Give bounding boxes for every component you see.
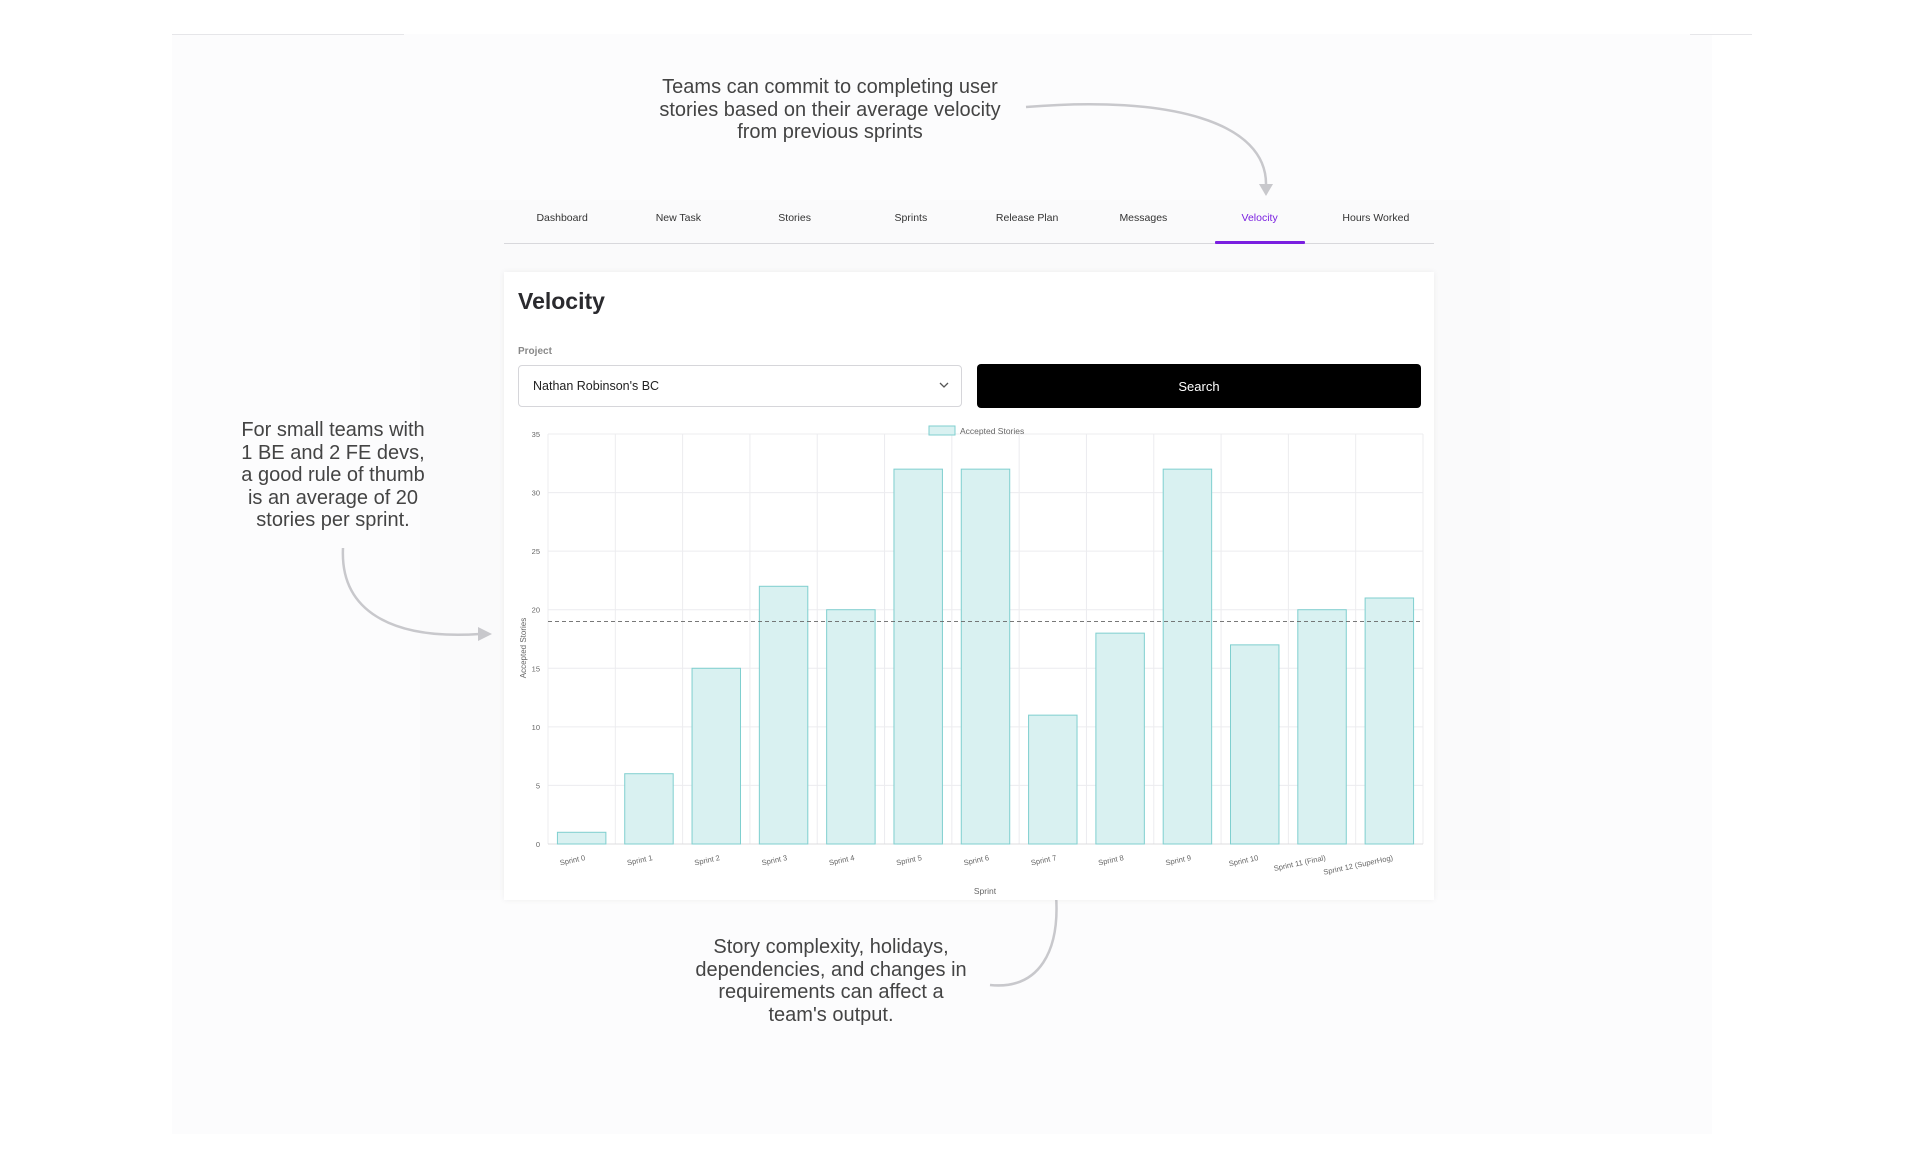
chart-bars xyxy=(556,468,1415,845)
bar xyxy=(556,831,607,845)
bar xyxy=(1230,644,1280,845)
annotation-line: Story complexity, holidays, xyxy=(713,936,949,958)
tab-label: Dashboard xyxy=(536,212,588,224)
tab-label: New Task xyxy=(655,212,702,224)
annotation-left: For small teams with 1 BE and 2 FE devs,… xyxy=(220,419,446,532)
top-divider-left xyxy=(172,34,404,35)
annotation-line: requirements can affect a xyxy=(718,981,944,1003)
tab-label: Messages xyxy=(1119,212,1168,224)
x-tick-label: Sprint 12 (SuperHog) xyxy=(1323,853,1395,877)
tab-messages[interactable]: Messages xyxy=(1085,200,1201,243)
bar xyxy=(758,585,809,845)
tab-sprints[interactable]: Sprints xyxy=(853,200,969,243)
x-tick-label: Sprint 5 xyxy=(895,853,922,867)
annotation-line: from previous sprints xyxy=(737,121,923,143)
annotation-line: Teams can commit to completing user xyxy=(662,76,998,98)
x-tick-label: Sprint 6 xyxy=(963,853,990,867)
annotation-line: is an average of 20 xyxy=(247,486,419,509)
bar xyxy=(826,609,876,845)
bar xyxy=(624,773,674,845)
bar xyxy=(1162,468,1213,845)
tab-label: Velocity xyxy=(1241,212,1278,224)
annotation-line: a good rule of thumb xyxy=(241,464,425,486)
tab-new-task[interactable]: New Task xyxy=(620,200,736,243)
x-tick-label: Sprint 8 xyxy=(1097,853,1124,867)
y-tick-label: 25 xyxy=(532,547,540,556)
app-window: Dashboard New Task Stories Sprints Relea… xyxy=(504,200,1434,900)
page-title: Velocity xyxy=(518,288,605,314)
tab-hours-worked[interactable]: Hours Worked xyxy=(1318,200,1434,243)
y-tick-label: 35 xyxy=(532,430,540,439)
legend-label: Accepted Stories xyxy=(960,426,1024,436)
y-tick-label: 15 xyxy=(532,664,540,673)
project-label: Project xyxy=(518,346,552,357)
y-tick-label: 5 xyxy=(536,781,540,790)
tab-label: Stories xyxy=(778,212,811,224)
x-tick-label: Sprint 9 xyxy=(1165,853,1192,867)
x-tick-label: Sprint 4 xyxy=(828,853,855,867)
tab-release-plan[interactable]: Release Plan xyxy=(969,200,1085,243)
tab-label: Hours Worked xyxy=(1342,212,1410,224)
y-tick-label: 20 xyxy=(532,606,540,615)
bar xyxy=(1095,632,1145,845)
bar xyxy=(960,468,1011,845)
project-select[interactable]: Nathan Robinson's BC xyxy=(518,365,962,407)
chevron-down-icon xyxy=(939,382,949,388)
tab-velocity[interactable]: Velocity xyxy=(1202,200,1318,244)
tab-stories[interactable]: Stories xyxy=(737,200,853,243)
y-tick-label: 30 xyxy=(532,489,540,498)
annotation-line: stories based on their average velocity xyxy=(659,98,1001,121)
annotation-line: stories per sprint. xyxy=(256,509,410,531)
annotation-line: dependencies, and changes in xyxy=(695,958,967,981)
bar xyxy=(893,468,943,845)
x-tick-label: Sprint 11 (Final) xyxy=(1273,853,1327,873)
bar xyxy=(1028,714,1078,845)
x-tick-label: Sprint 2 xyxy=(694,853,721,867)
y-tick-label: 10 xyxy=(532,723,540,732)
velocity-card: Velocity Project Nathan Robinson's BC Se… xyxy=(504,272,1434,900)
legend-swatch xyxy=(928,425,956,436)
search-button[interactable]: Search xyxy=(977,364,1421,408)
annotation-line: team's output. xyxy=(768,1003,894,1026)
project-select-value: Nathan Robinson's BC xyxy=(533,379,660,393)
x-tick-label: Sprint 3 xyxy=(761,853,788,867)
x-axis-label: Sprint xyxy=(974,886,997,896)
nav-tabs: Dashboard New Task Stories Sprints Relea… xyxy=(504,200,1434,244)
tab-label: Release Plan xyxy=(995,212,1059,224)
chart-y-ticks: 0 5 10 15 20 25 30 35 xyxy=(532,430,540,849)
y-axis-label: Accepted Stories xyxy=(519,618,528,678)
bar xyxy=(1297,609,1347,845)
bar xyxy=(691,667,742,845)
annotation-line: 1 BE and 2 FE devs, xyxy=(241,441,425,464)
x-tick-label: Sprint 1 xyxy=(626,853,653,867)
x-tick-label: Sprint 10 xyxy=(1228,853,1259,868)
chart-x-ticks: Sprint 0 Sprint 1 Sprint 2 Sprint 3 Sprint 4… xyxy=(559,853,1394,877)
bar xyxy=(1364,597,1415,845)
tab-dashboard[interactable]: Dashboard xyxy=(504,200,620,243)
x-tick-label: Sprint 0 xyxy=(559,853,586,867)
annotation-bottom: Story complexity, holidays, dependencies… xyxy=(666,936,996,1026)
y-tick-label: 0 xyxy=(536,840,540,849)
x-tick-label: Sprint 7 xyxy=(1030,853,1057,867)
tab-label: Sprints xyxy=(894,212,928,224)
top-divider-right xyxy=(1690,34,1752,35)
annotation-top: Teams can commit to completing user stor… xyxy=(640,76,1020,144)
annotation-line: For small teams with xyxy=(241,419,425,441)
